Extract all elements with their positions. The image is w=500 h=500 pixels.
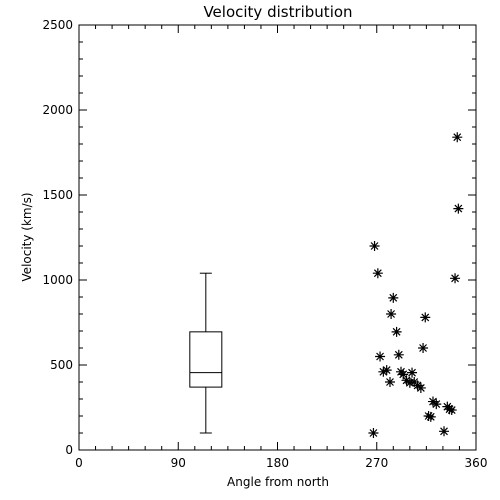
y-tick-label: 0 — [65, 443, 73, 457]
data-point — [384, 377, 395, 387]
data-point — [453, 203, 464, 214]
boxplot — [189, 272, 223, 434]
data-point — [444, 404, 455, 415]
y-tick-label: 2500 — [42, 18, 73, 32]
x-axis-label: Angle from north — [227, 475, 329, 489]
data-point — [386, 309, 397, 319]
y-axis-ticks: 0 500 1000 1500 2000 2500 — [42, 18, 476, 457]
data-point — [404, 377, 415, 388]
data-point — [388, 292, 399, 303]
x-tick-label: 270 — [365, 456, 388, 470]
y-tick-label: 500 — [50, 358, 73, 372]
data-point — [425, 411, 436, 422]
data-point — [369, 241, 380, 251]
scatter-points — [368, 132, 464, 438]
x-tick-label: 90 — [171, 456, 186, 470]
data-point — [398, 369, 409, 380]
boxplot-box — [189, 331, 223, 388]
data-point — [452, 132, 463, 143]
data-point — [368, 428, 379, 438]
data-point — [393, 349, 404, 360]
y-axis-label: Velocity (km/s) — [20, 192, 34, 281]
data-point — [378, 366, 389, 377]
data-point — [446, 405, 457, 416]
y-tick-label: 1500 — [42, 188, 73, 202]
data-point — [407, 367, 418, 378]
data-point — [381, 365, 392, 376]
data-point — [420, 312, 431, 323]
data-point — [423, 411, 434, 421]
y-tick-label: 2000 — [42, 103, 73, 117]
data-point — [439, 426, 450, 437]
y-tick-label: 1000 — [42, 273, 73, 287]
data-point — [375, 351, 386, 362]
x-tick-label: 0 — [75, 456, 83, 470]
data-point — [415, 382, 426, 393]
data-point — [431, 399, 442, 410]
x-axis-ticks: 0 90 180 270 360 — [75, 25, 487, 470]
data-point — [372, 268, 383, 279]
x-tick-label: 180 — [266, 456, 289, 470]
data-point — [418, 343, 429, 353]
x-tick-label: 360 — [465, 456, 488, 470]
data-point — [391, 326, 402, 337]
chart-title: Velocity distribution — [203, 3, 352, 21]
data-point — [450, 273, 461, 284]
